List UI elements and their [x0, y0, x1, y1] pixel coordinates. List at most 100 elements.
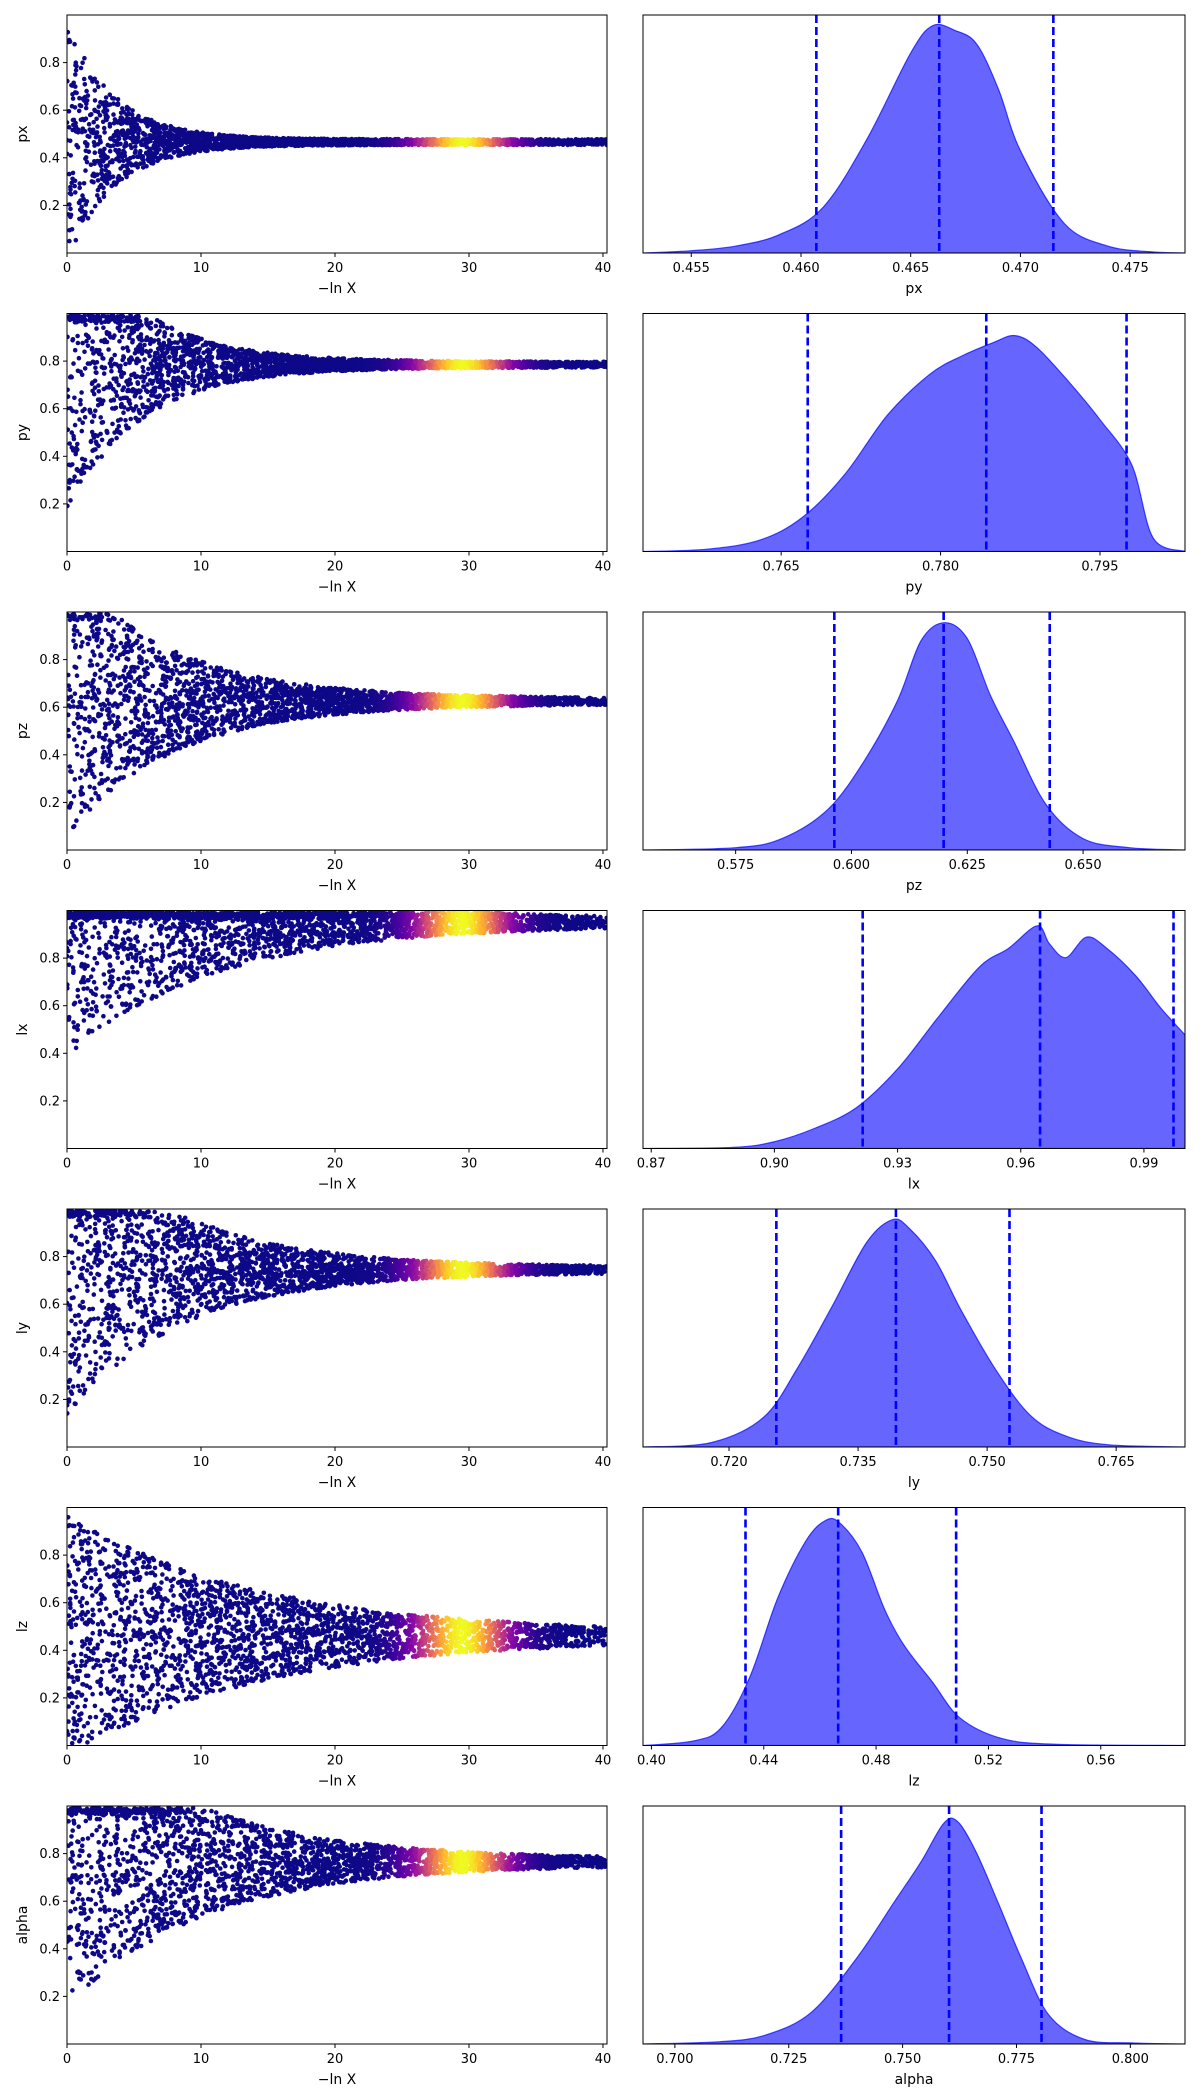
- sample-point: [94, 370, 99, 376]
- sample-point: [79, 129, 85, 135]
- sample-point: [77, 185, 82, 191]
- sample-point: [91, 179, 96, 185]
- sample-point: [277, 371, 283, 377]
- sample-point: [109, 368, 114, 374]
- sample-point: [203, 131, 209, 137]
- sample-point: [145, 382, 150, 387]
- sample-point: [141, 118, 146, 124]
- sample-point: [148, 150, 153, 156]
- sample-point: [135, 356, 140, 362]
- sample-point: [72, 178, 78, 184]
- sample-point: [209, 356, 214, 361]
- sample-point: [171, 397, 177, 402]
- sample-point: [487, 138, 493, 144]
- sample-point: [453, 139, 459, 145]
- sample-point: [180, 369, 186, 375]
- sample-point: [67, 394, 71, 399]
- sample-point: [115, 138, 120, 143]
- sample-point: [125, 325, 131, 330]
- sample-point: [197, 354, 203, 360]
- sample-point: [96, 84, 101, 90]
- sample-point: [171, 150, 177, 155]
- sample-point: [82, 82, 88, 87]
- sample-point: [241, 139, 247, 145]
- sample-point: [70, 96, 76, 101]
- sample-point: [81, 196, 86, 202]
- sample-point: [67, 125, 72, 130]
- sample-point: [160, 142, 166, 148]
- sample-point: [142, 357, 147, 362]
- sample-point: [187, 139, 193, 145]
- sample-point: [135, 380, 140, 385]
- sample-point: [560, 138, 566, 143]
- sample-point: [126, 116, 131, 122]
- sample-point: [517, 140, 522, 146]
- sample-point: [98, 99, 103, 105]
- sample-point: [128, 130, 133, 135]
- sample-point: [232, 358, 238, 364]
- sample-point: [128, 142, 133, 148]
- sample-point: [175, 340, 180, 346]
- sample-point: [210, 361, 215, 367]
- sample-point: [135, 165, 140, 170]
- sample-point: [327, 368, 333, 373]
- sample-point: [351, 368, 356, 373]
- sample-point: [175, 391, 180, 397]
- sample-point: [132, 351, 138, 356]
- sample-point: [180, 386, 186, 391]
- sample-point: [92, 173, 97, 179]
- trace-points: [67, 29, 607, 244]
- sample-point: [72, 314, 77, 320]
- sample-point: [150, 127, 155, 132]
- sample-point: [230, 379, 236, 385]
- sample-point: [133, 415, 138, 421]
- sample-point: [264, 351, 270, 356]
- sample-point: [411, 365, 417, 371]
- sample-point: [84, 98, 90, 103]
- sample-point: [90, 339, 95, 344]
- sample-point: [361, 142, 367, 147]
- sample-point: [221, 140, 226, 145]
- sample-point: [98, 140, 103, 145]
- sample-point: [224, 133, 230, 139]
- sample-point: [115, 97, 121, 102]
- sample-point: [147, 325, 153, 331]
- sample-point: [399, 366, 405, 371]
- sample-point: [95, 124, 100, 129]
- sample-point: [192, 340, 197, 346]
- sample-point: [129, 372, 134, 378]
- sample-point: [73, 451, 78, 457]
- sample-point: [255, 142, 261, 148]
- sample-point: [130, 108, 135, 113]
- sample-point: [71, 433, 76, 439]
- sample-point: [121, 410, 126, 416]
- sample-point: [131, 126, 136, 131]
- sample-point: [138, 346, 144, 352]
- sample-point: [147, 353, 152, 359]
- sample-point: [169, 382, 174, 388]
- sample-point: [166, 369, 171, 375]
- sample-point: [396, 141, 402, 147]
- sample-point: [77, 200, 82, 206]
- sample-point: [347, 358, 353, 363]
- sample-point: [82, 313, 87, 319]
- sample-point: [70, 170, 76, 176]
- sample-point: [92, 203, 98, 209]
- sample-point: [155, 402, 160, 407]
- sample-point: [505, 138, 510, 143]
- sample-point: [80, 420, 85, 426]
- sample-point: [133, 391, 138, 397]
- sample-point: [560, 141, 566, 147]
- sample-point: [142, 132, 147, 137]
- sample-point: [543, 137, 549, 142]
- sample-point: [72, 422, 78, 428]
- sample-point: [95, 193, 100, 198]
- sample-point: [84, 88, 89, 94]
- sample-point: [71, 361, 76, 366]
- sample-point: [69, 180, 74, 186]
- sample-point: [73, 445, 79, 451]
- sample-point: [197, 379, 203, 385]
- sample-point: [236, 142, 241, 148]
